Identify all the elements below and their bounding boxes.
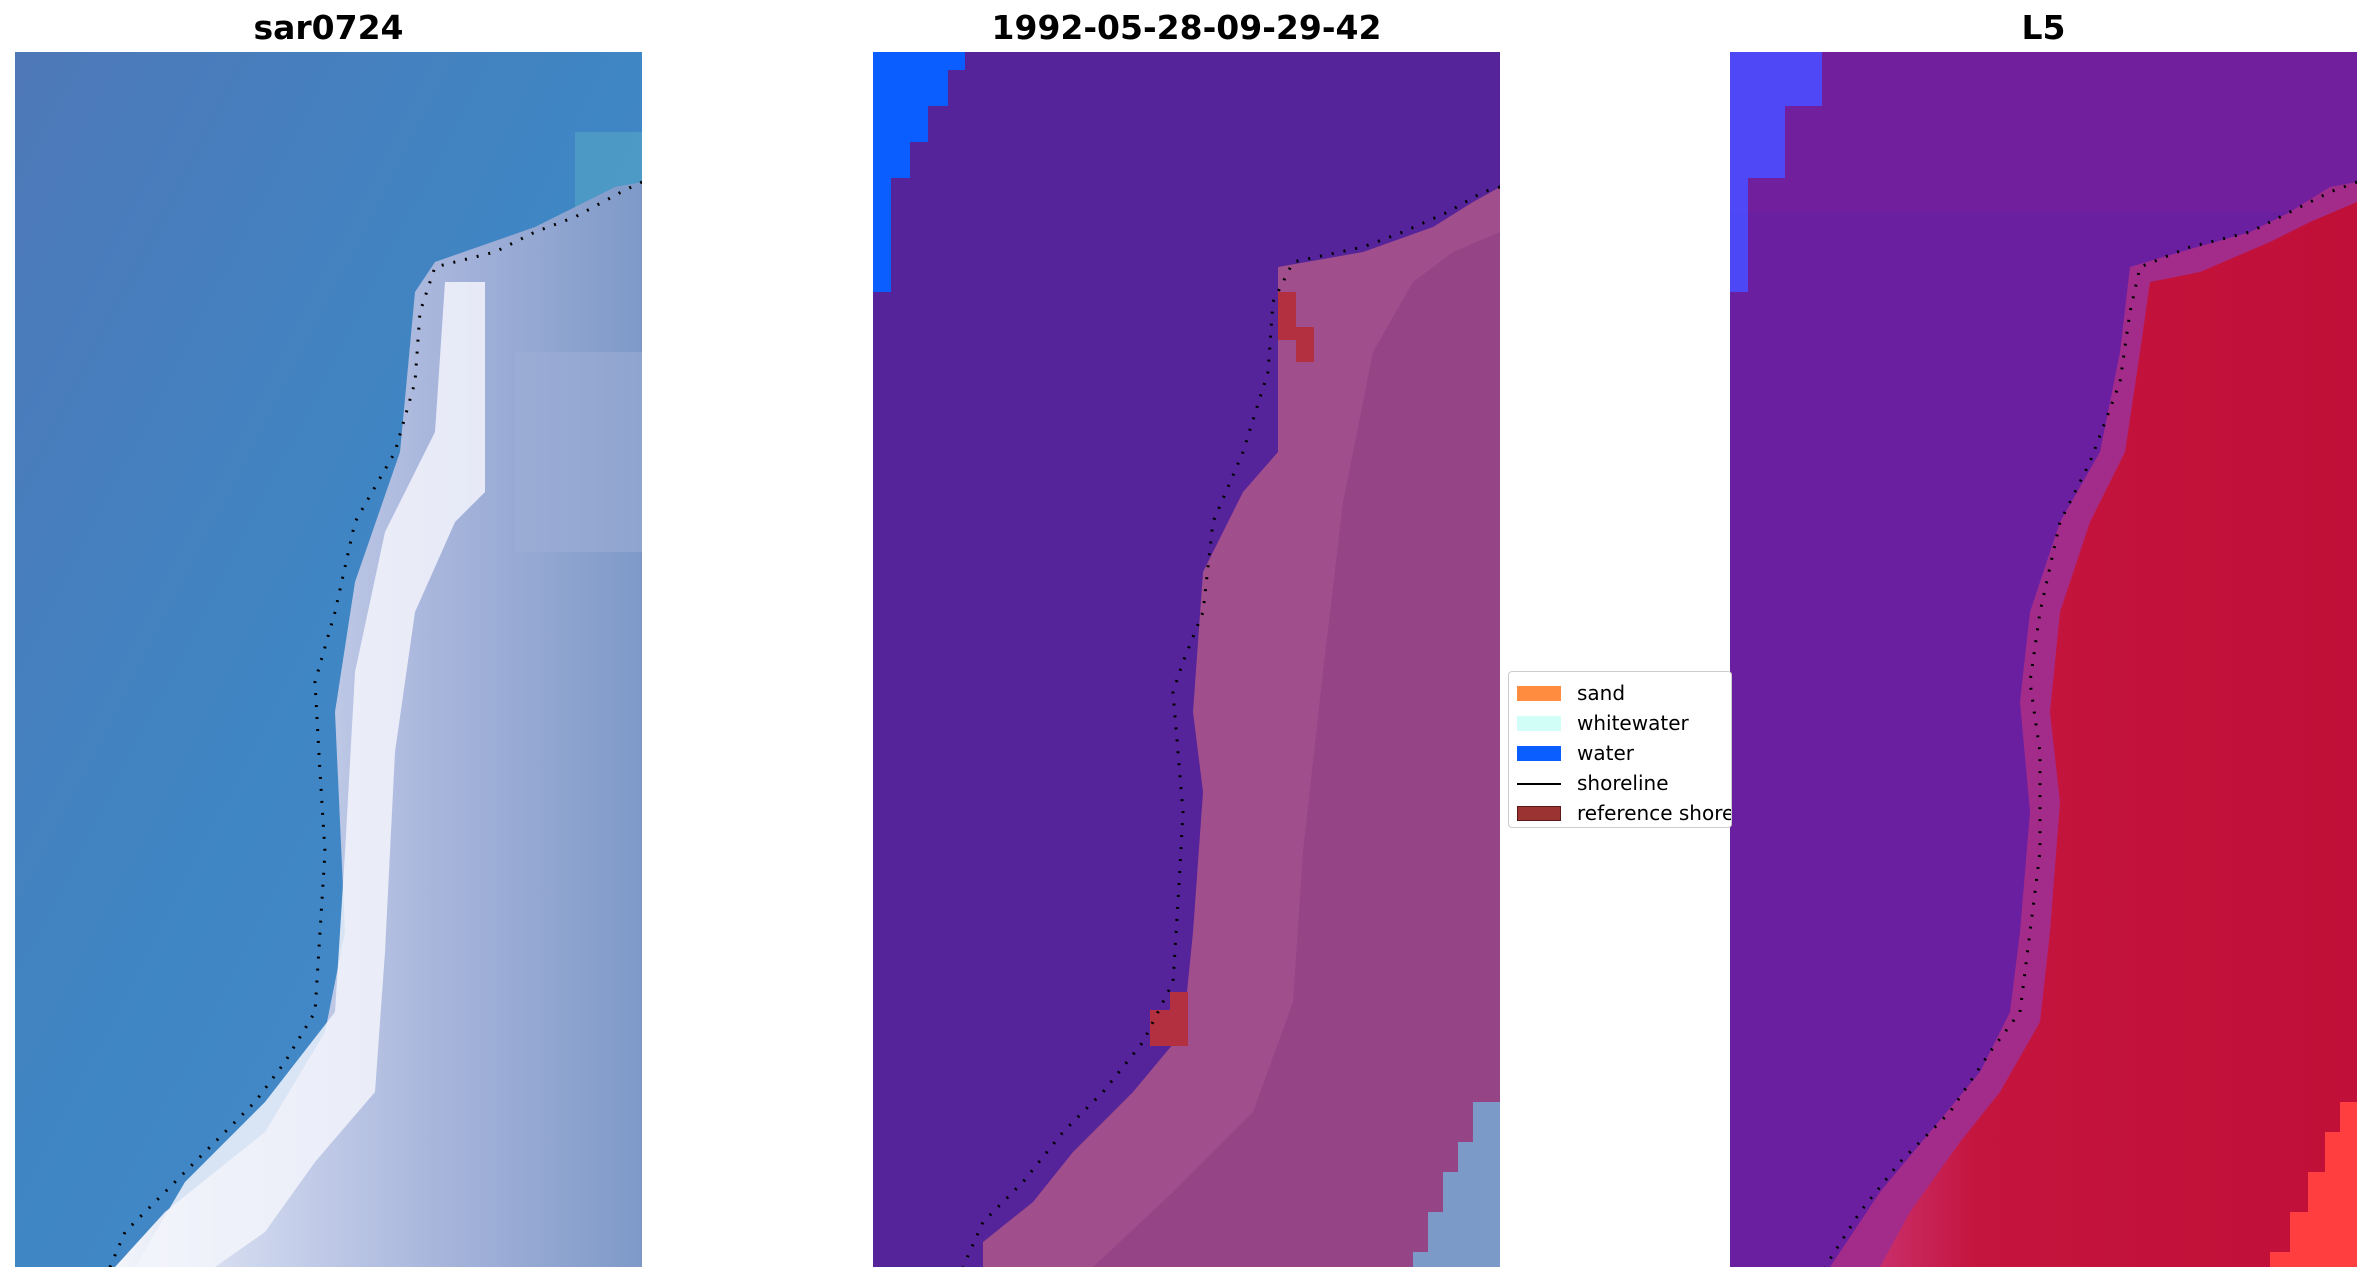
classification-image <box>873 52 1500 1267</box>
panel-classification: 1992-05-28-09-29-42 <box>873 0 1500 1283</box>
panel-title-rgb: sar0724 <box>253 8 404 47</box>
legend-label: shoreline <box>1577 771 1669 795</box>
rgb-satellite-image <box>15 52 642 1267</box>
legend-item-reference-shoreline: reference shoreline <box>1517 800 1731 827</box>
panel-title-classification: 1992-05-28-09-29-42 <box>991 8 1382 47</box>
false-color-image <box>1730 52 2357 1267</box>
panel-false-color: L5 <box>1730 0 2357 1283</box>
legend-line-shoreline <box>1517 783 1561 785</box>
legend-label: water <box>1577 741 1634 765</box>
legend-label: sand <box>1577 681 1626 705</box>
legend-item-whitewater: whitewater <box>1517 710 1731 738</box>
legend-swatch-sand <box>1517 686 1561 701</box>
panel-title-false-color: L5 <box>2021 8 2066 47</box>
legend: sand whitewater water shoreline referenc… <box>1508 671 1732 828</box>
legend-label: whitewater <box>1577 711 1689 735</box>
legend-item-sand: sand <box>1517 680 1731 708</box>
legend-label: reference shoreline <box>1577 801 1731 825</box>
panel-rgb: sar0724 <box>15 0 642 1283</box>
legend-swatch-reference-shoreline <box>1517 806 1561 821</box>
legend-swatch-water <box>1517 746 1561 761</box>
legend-item-shoreline: shoreline <box>1517 770 1731 798</box>
legend-item-water: water <box>1517 740 1731 768</box>
legend-swatch-whitewater <box>1517 716 1561 731</box>
